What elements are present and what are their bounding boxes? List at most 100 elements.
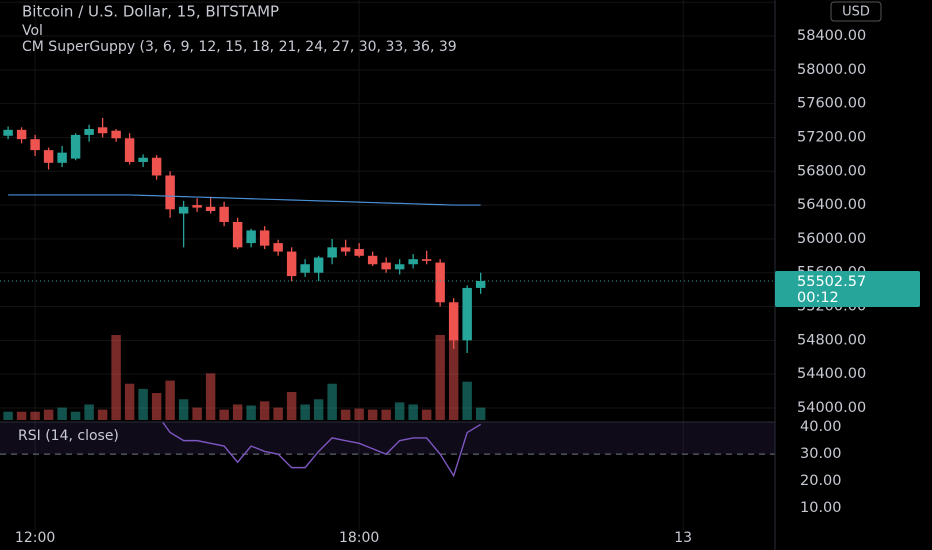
rsi-pane bbox=[0, 422, 775, 455]
candle-body bbox=[448, 302, 459, 341]
candle-body bbox=[111, 130, 121, 139]
rsi-line bbox=[161, 422, 482, 478]
currency-box[interactable] bbox=[830, 1, 882, 22]
candle-body bbox=[300, 264, 310, 273]
candle-body bbox=[178, 206, 189, 214]
candle-body bbox=[151, 157, 162, 176]
candle-body bbox=[84, 129, 94, 135]
candle-body bbox=[43, 150, 54, 163]
candle-body bbox=[192, 205, 202, 208]
candle-body bbox=[421, 259, 432, 261]
rsi-tick-label: 40.00 bbox=[800, 419, 842, 435]
candle-body bbox=[259, 230, 270, 246]
moving-average bbox=[8, 194, 481, 206]
volume-bar bbox=[340, 409, 351, 420]
volume-bar bbox=[43, 409, 54, 420]
y-tick-label: 56400.00 bbox=[797, 197, 866, 213]
indicator-label: Vol bbox=[22, 23, 43, 39]
y-tick-label: 56000.00 bbox=[797, 231, 866, 247]
volume-bar bbox=[165, 380, 175, 420]
volume-bar bbox=[273, 407, 283, 420]
volume-bar bbox=[246, 405, 256, 420]
volume-bar bbox=[286, 392, 297, 420]
volume-bar bbox=[367, 409, 378, 420]
countdown: 00:12 bbox=[797, 290, 839, 306]
rsi-title: RSI (14, close) bbox=[18, 428, 119, 444]
volume-bar bbox=[97, 409, 108, 420]
candle-body bbox=[246, 230, 256, 244]
volume-bar bbox=[435, 335, 445, 420]
candle-body bbox=[475, 280, 486, 288]
x-tick-label: 18:00 bbox=[339, 530, 379, 546]
last-price-box bbox=[775, 270, 920, 307]
candle-body bbox=[435, 262, 445, 303]
candle-body bbox=[313, 257, 324, 273]
volume-layer bbox=[3, 335, 486, 420]
y-tick-label: 58400.00 bbox=[797, 28, 866, 44]
rsi-tick-label: 20.00 bbox=[800, 473, 842, 489]
volume-bar bbox=[327, 383, 337, 420]
candle-body bbox=[354, 249, 364, 256]
rsi-tick-label: 10.00 bbox=[800, 500, 842, 516]
volume-bar bbox=[3, 411, 13, 420]
volume-bar bbox=[205, 373, 216, 420]
volume-bar bbox=[300, 404, 310, 420]
candle-body bbox=[381, 262, 391, 270]
y-tick-label: 56800.00 bbox=[797, 163, 866, 179]
currency[interactable]: USD bbox=[842, 5, 870, 20]
volume-bar bbox=[178, 399, 189, 420]
volume-bar bbox=[462, 381, 472, 420]
volume-bar bbox=[232, 404, 243, 420]
last-price-label: 55502.57 bbox=[797, 274, 866, 290]
candle-body bbox=[165, 175, 175, 210]
x-tick-label: 13 bbox=[674, 530, 692, 546]
volume-bar bbox=[394, 402, 405, 420]
x-tick-label: 12:00 bbox=[15, 530, 55, 546]
volume-bar bbox=[448, 337, 459, 420]
candle-body bbox=[16, 129, 27, 140]
candle-body bbox=[340, 247, 351, 252]
y-tick-label: 54800.00 bbox=[797, 332, 866, 348]
y-tick-label: 54000.00 bbox=[797, 400, 866, 416]
candle-body bbox=[327, 247, 337, 258]
volume-bar bbox=[16, 411, 27, 420]
volume-bar bbox=[381, 409, 391, 420]
candle-body bbox=[57, 152, 67, 163]
rsi-layer bbox=[161, 422, 482, 478]
candle-body bbox=[70, 134, 81, 159]
candle-body bbox=[232, 221, 243, 248]
candle-body bbox=[205, 206, 216, 211]
candle-body bbox=[30, 139, 40, 151]
indicator-label: CM SuperGuppy (3, 6, 9, 12, 15, 18, 21, … bbox=[22, 39, 457, 55]
volume-bar bbox=[84, 404, 94, 420]
grid bbox=[0, 0, 775, 530]
volume-bar bbox=[70, 411, 81, 420]
volume-bar bbox=[421, 409, 432, 420]
volume-bar bbox=[192, 407, 202, 420]
y-tick-label: 58000.00 bbox=[797, 62, 866, 78]
volume-bar bbox=[151, 393, 162, 420]
price-layer bbox=[0, 118, 775, 354]
candle-body bbox=[394, 264, 405, 270]
volume-bar bbox=[219, 409, 229, 420]
volume-bar bbox=[57, 407, 67, 420]
candle-body bbox=[273, 243, 283, 252]
candle-body bbox=[367, 255, 378, 265]
volume-bar bbox=[111, 335, 121, 420]
candle-body bbox=[124, 138, 135, 162]
volume-bar bbox=[475, 407, 486, 420]
y-tick-label: 57200.00 bbox=[797, 129, 866, 145]
candle-body bbox=[138, 157, 148, 162]
candle-body bbox=[462, 287, 472, 341]
y-tick-label: 54400.00 bbox=[797, 366, 866, 382]
volume-bar bbox=[138, 388, 148, 420]
volume-bar bbox=[354, 408, 364, 420]
rsi-band bbox=[0, 422, 775, 455]
axes: 12:0018:001354000.0054400.0054800.005520… bbox=[15, 0, 866, 546]
candle-body bbox=[97, 127, 108, 134]
candle-body bbox=[219, 206, 229, 222]
volume-bar bbox=[408, 404, 418, 420]
volume-bar bbox=[259, 401, 270, 420]
chart-title: Bitcoin / U.S. Dollar, 15, BITSTAMP bbox=[22, 3, 279, 21]
